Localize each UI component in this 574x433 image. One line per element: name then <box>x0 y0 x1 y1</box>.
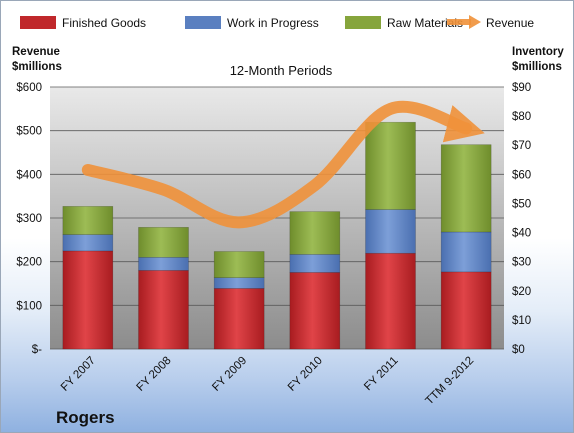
bar-finished-goods <box>213 288 265 350</box>
bar-work-in-progress <box>440 231 492 273</box>
legend-label-finished-goods: Finished Goods <box>62 16 146 30</box>
bar-raw-materials <box>138 227 189 258</box>
legend-label-work-in-progress: Work in Progress <box>227 16 319 30</box>
right-tick-label: $60 <box>512 169 531 181</box>
right-tick-label: $90 <box>512 82 531 94</box>
left-tick-label: $600 <box>16 82 42 94</box>
bar-finished-goods <box>138 270 189 350</box>
right-axis-title-line1: Inventory <box>512 46 564 58</box>
bar-work-in-progress <box>213 277 265 289</box>
revenue-line <box>81 100 485 229</box>
x-tick-label: FY 2009 <box>210 355 249 394</box>
right-tick-label: $30 <box>512 257 531 269</box>
left-tick-label: $100 <box>16 300 42 312</box>
x-tick-label: TTM 9-2012 <box>424 355 477 408</box>
bar-work-in-progress <box>138 256 189 271</box>
bar-work-in-progress <box>289 254 341 273</box>
bar-raw-materials <box>365 121 416 210</box>
bar-work-in-progress <box>62 234 114 252</box>
left-axis-title-line1: Revenue <box>12 46 60 58</box>
legend-swatch-work-in-progress <box>185 16 221 29</box>
bar-raw-materials <box>440 144 492 233</box>
x-axis-ticks: FY 2007 FY 2008 FY 2009 FY 2010 FY 2011 TTM 9… <box>59 355 476 408</box>
bar-finished-goods <box>62 250 114 350</box>
bar-raw-materials <box>289 211 341 255</box>
left-tick-label: $200 <box>16 257 42 269</box>
right-tick-label: $80 <box>512 111 531 123</box>
right-axis-ticks: $0 $10 $20 $30 $40 $50 $60 $70 $80 $90 <box>512 82 531 356</box>
gridlines <box>50 86 504 350</box>
legend-swatch-finished-goods <box>20 16 56 29</box>
right-tick-label: $70 <box>512 140 531 152</box>
bar-finished-goods <box>289 272 341 350</box>
legend-label-raw-materials: Raw Materials <box>387 16 463 30</box>
left-axis-ticks: $- $100 $200 $300 $400 $500 $600 <box>16 82 42 356</box>
right-tick-label: $20 <box>512 286 531 298</box>
right-axis-title-line2: $millions <box>512 61 562 73</box>
chart-subtitle: 12-Month Periods <box>230 63 333 78</box>
left-tick-label: $400 <box>16 169 42 181</box>
left-tick-label: $500 <box>16 126 42 138</box>
bar-finished-goods <box>440 271 492 350</box>
legend: Finished Goods Work in Progress Raw Mate… <box>20 15 534 30</box>
x-tick-label: FY 2007 <box>59 355 98 394</box>
left-tick-label: $300 <box>16 213 42 225</box>
bar-work-in-progress <box>365 209 416 254</box>
x-tick-label: FY 2010 <box>286 355 325 394</box>
bar-finished-goods <box>365 252 416 350</box>
x-tick-label: FY 2008 <box>135 355 174 394</box>
right-tick-label: $0 <box>512 344 525 356</box>
legend-swatch-revenue <box>447 15 481 29</box>
bars <box>62 121 492 350</box>
left-axis-title-line2: $millions <box>12 61 62 73</box>
revenue-series-line <box>81 100 485 229</box>
legend-label-revenue: Revenue <box>486 16 534 30</box>
right-tick-label: $50 <box>512 198 531 210</box>
left-tick-label: $- <box>32 344 42 356</box>
bar-raw-materials <box>213 251 265 278</box>
x-tick-label: FY 2011 <box>362 355 400 393</box>
right-tick-label: $40 <box>512 228 531 240</box>
legend-swatch-raw-materials <box>345 16 381 29</box>
company-name: Rogers <box>56 408 115 427</box>
right-tick-label: $10 <box>512 315 531 327</box>
bar-raw-materials <box>62 206 114 235</box>
